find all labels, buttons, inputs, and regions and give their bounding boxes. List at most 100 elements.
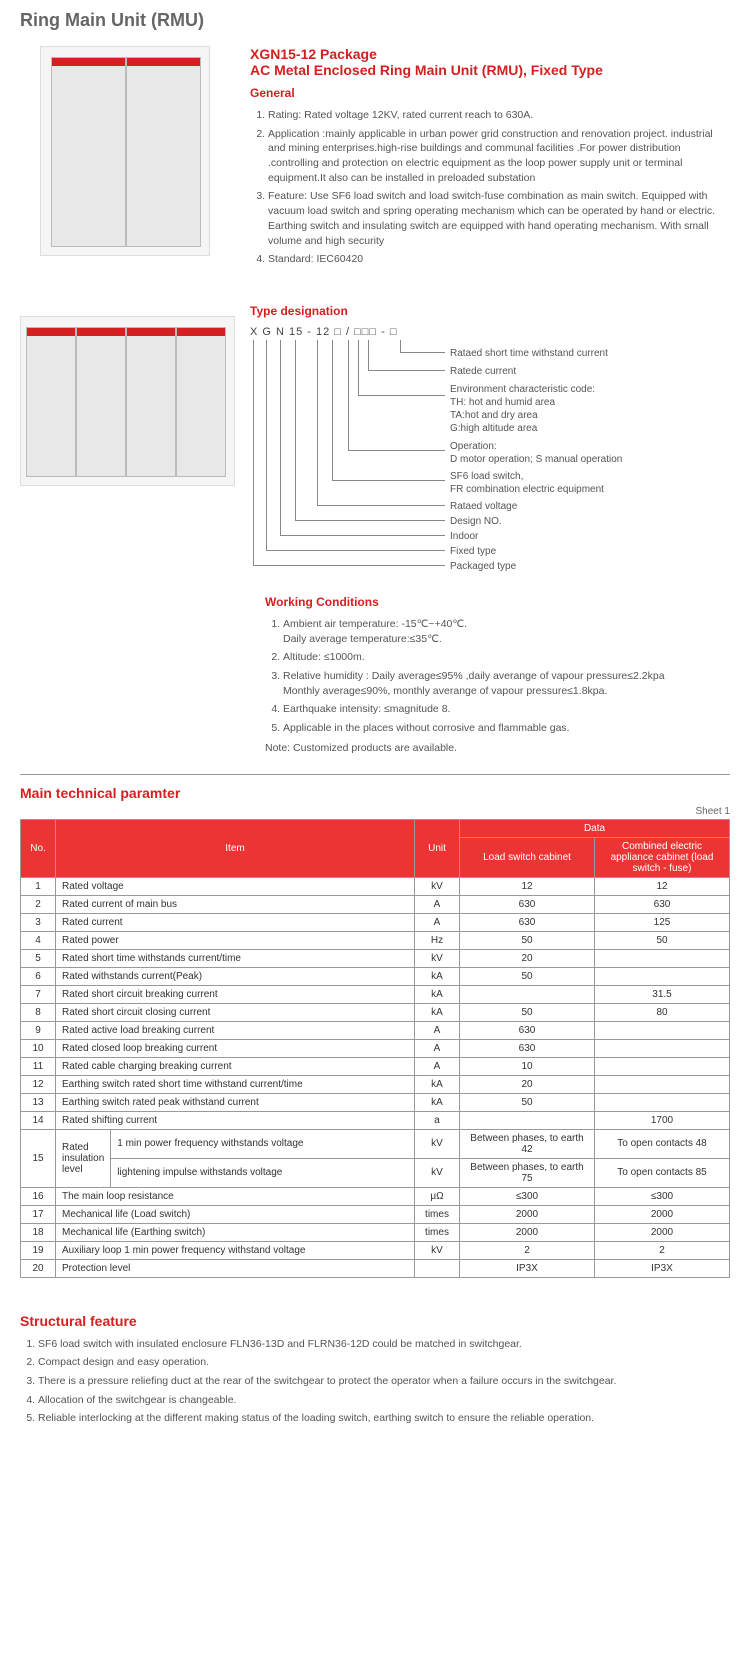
working-item: Applicable in the places without corrosi… bbox=[283, 721, 730, 736]
table-cell: 80 bbox=[595, 1003, 730, 1021]
table-cell: 31.5 bbox=[595, 985, 730, 1003]
table-cell: 9 bbox=[21, 1021, 56, 1039]
table-cell: 8 bbox=[21, 1003, 56, 1021]
table-cell: 50 bbox=[460, 931, 595, 949]
table-cell: kV bbox=[415, 949, 460, 967]
table-cell: 12 bbox=[21, 1075, 56, 1093]
table-cell: Rated short circuit breaking current bbox=[56, 985, 415, 1003]
table-cell: kA bbox=[415, 985, 460, 1003]
table-cell: To open contacts 85 bbox=[595, 1158, 730, 1187]
table-cell: Rated active load breaking current bbox=[56, 1021, 415, 1039]
working-item: Ambient air temperature: -15℃~+40℃. Dail… bbox=[283, 617, 730, 646]
table-cell: Earthing switch rated short time withsta… bbox=[56, 1075, 415, 1093]
th-col1: Load switch cabinet bbox=[460, 837, 595, 877]
table-cell: 1 min power frequency withstands voltage bbox=[111, 1129, 415, 1158]
working-item: Earthquake intensity: ≤magnitude 8. bbox=[283, 702, 730, 717]
table-cell: kA bbox=[415, 967, 460, 985]
type-designation-heading: Type designation bbox=[250, 304, 730, 318]
table-cell: lightening impulse withstands voltage bbox=[111, 1158, 415, 1187]
table-cell bbox=[595, 1057, 730, 1075]
table-cell: Hz bbox=[415, 931, 460, 949]
th-data: Data bbox=[460, 819, 730, 837]
table-cell: 630 bbox=[460, 1039, 595, 1057]
table-row: 8 Rated short circuit closing current kA… bbox=[21, 1003, 730, 1021]
table-cell bbox=[595, 1039, 730, 1057]
table-cell: 630 bbox=[595, 895, 730, 913]
table-cell: ≤300 bbox=[595, 1187, 730, 1205]
table-cell: kV bbox=[415, 877, 460, 895]
table-row: 16 The main loop resistance μΩ ≤300 ≤300 bbox=[21, 1187, 730, 1205]
table-row: 6 Rated withstands current(Peak) kA 50 bbox=[21, 967, 730, 985]
table-cell: 50 bbox=[460, 1003, 595, 1021]
table-cell: Mechanical life (Load switch) bbox=[56, 1205, 415, 1223]
table-cell: 12 bbox=[460, 877, 595, 895]
table-row: 11 Rated cable charging breaking current… bbox=[21, 1057, 730, 1075]
table-cell bbox=[595, 949, 730, 967]
table-cell: 125 bbox=[595, 913, 730, 931]
table-cell bbox=[595, 1021, 730, 1039]
table-cell: 630 bbox=[460, 895, 595, 913]
table-cell: Auxiliary loop 1 min power frequency wit… bbox=[56, 1241, 415, 1259]
divider bbox=[20, 774, 730, 775]
table-cell: 2 bbox=[21, 895, 56, 913]
th-no: No. bbox=[21, 819, 56, 877]
sheet-label: Sheet 1 bbox=[20, 806, 730, 817]
table-cell: A bbox=[415, 1021, 460, 1039]
table-cell: 2000 bbox=[595, 1205, 730, 1223]
product-image-2 bbox=[20, 316, 235, 486]
table-cell: Rated short circuit closing current bbox=[56, 1003, 415, 1021]
table-cell bbox=[415, 1259, 460, 1277]
general-heading: General bbox=[250, 86, 730, 100]
general-list: Rating: Rated voltage 12KV, rated curren… bbox=[250, 108, 730, 267]
table-row: 12 Earthing switch rated short time with… bbox=[21, 1075, 730, 1093]
table-cell: Rated short time withstands current/time bbox=[56, 949, 415, 967]
table-cell: 20 bbox=[460, 1075, 595, 1093]
table-cell: To open contacts 48 bbox=[595, 1129, 730, 1158]
table-cell: 5 bbox=[21, 949, 56, 967]
table-cell: 12 bbox=[595, 877, 730, 895]
working-conditions-list: Ambient air temperature: -15℃~+40℃. Dail… bbox=[265, 617, 730, 736]
table-cell: kV bbox=[415, 1158, 460, 1187]
table-cell: A bbox=[415, 1057, 460, 1075]
type-label: Operation: D motor operation; S manual o… bbox=[450, 440, 622, 466]
type-label: SF6 load switch, FR combination electric… bbox=[450, 470, 604, 496]
table-row: 3 Rated current A 630 125 bbox=[21, 913, 730, 931]
table-cell: Rated shifting current bbox=[56, 1111, 415, 1129]
table-cell: kA bbox=[415, 1003, 460, 1021]
table-cell: 6 bbox=[21, 967, 56, 985]
type-label: Indoor bbox=[450, 530, 478, 543]
table-row: 20 Protection level IP3X IP3X bbox=[21, 1259, 730, 1277]
th-col2: Combined electric appliance cabinet (loa… bbox=[595, 837, 730, 877]
table-cell: 10 bbox=[21, 1039, 56, 1057]
table-cell: 13 bbox=[21, 1093, 56, 1111]
table-cell: 18 bbox=[21, 1223, 56, 1241]
type-label: Fixed type bbox=[450, 545, 496, 558]
table-row: 10 Rated closed loop breaking current A … bbox=[21, 1039, 730, 1057]
product-title-2: AC Metal Enclosed Ring Main Unit (RMU), … bbox=[250, 62, 730, 78]
working-conditions-heading: Working Conditions bbox=[265, 595, 730, 609]
table-cell: IP3X bbox=[595, 1259, 730, 1277]
type-label: Environment characteristic code: TH: hot… bbox=[450, 383, 595, 435]
table-cell: times bbox=[415, 1223, 460, 1241]
table-cell: μΩ bbox=[415, 1187, 460, 1205]
structural-item: SF6 load switch with insulated enclosure… bbox=[38, 1337, 730, 1352]
table-cell: Rated insulation level bbox=[56, 1129, 111, 1187]
general-item: Standard: IEC60420 bbox=[268, 252, 730, 267]
table-cell bbox=[595, 1075, 730, 1093]
table-row: 2 Rated current of main bus A 630 630 bbox=[21, 895, 730, 913]
table-cell: Rated voltage bbox=[56, 877, 415, 895]
table-cell bbox=[460, 985, 595, 1003]
table-cell: 4 bbox=[21, 931, 56, 949]
table-cell: Rated cable charging breaking current bbox=[56, 1057, 415, 1075]
table-cell: 19 bbox=[21, 1241, 56, 1259]
table-cell: 7 bbox=[21, 985, 56, 1003]
table-cell bbox=[460, 1111, 595, 1129]
table-row: 19 Auxiliary loop 1 min power frequency … bbox=[21, 1241, 730, 1259]
main-tech-heading: Main technical paramter bbox=[20, 785, 730, 801]
table-cell: 1700 bbox=[595, 1111, 730, 1129]
structural-item: Compact design and easy operation. bbox=[38, 1355, 730, 1370]
working-note: Note: Customized products are available. bbox=[265, 742, 730, 754]
type-label: Ratede current bbox=[450, 365, 516, 378]
table-cell: 630 bbox=[460, 1021, 595, 1039]
table-cell: Earthing switch rated peak withstand cur… bbox=[56, 1093, 415, 1111]
